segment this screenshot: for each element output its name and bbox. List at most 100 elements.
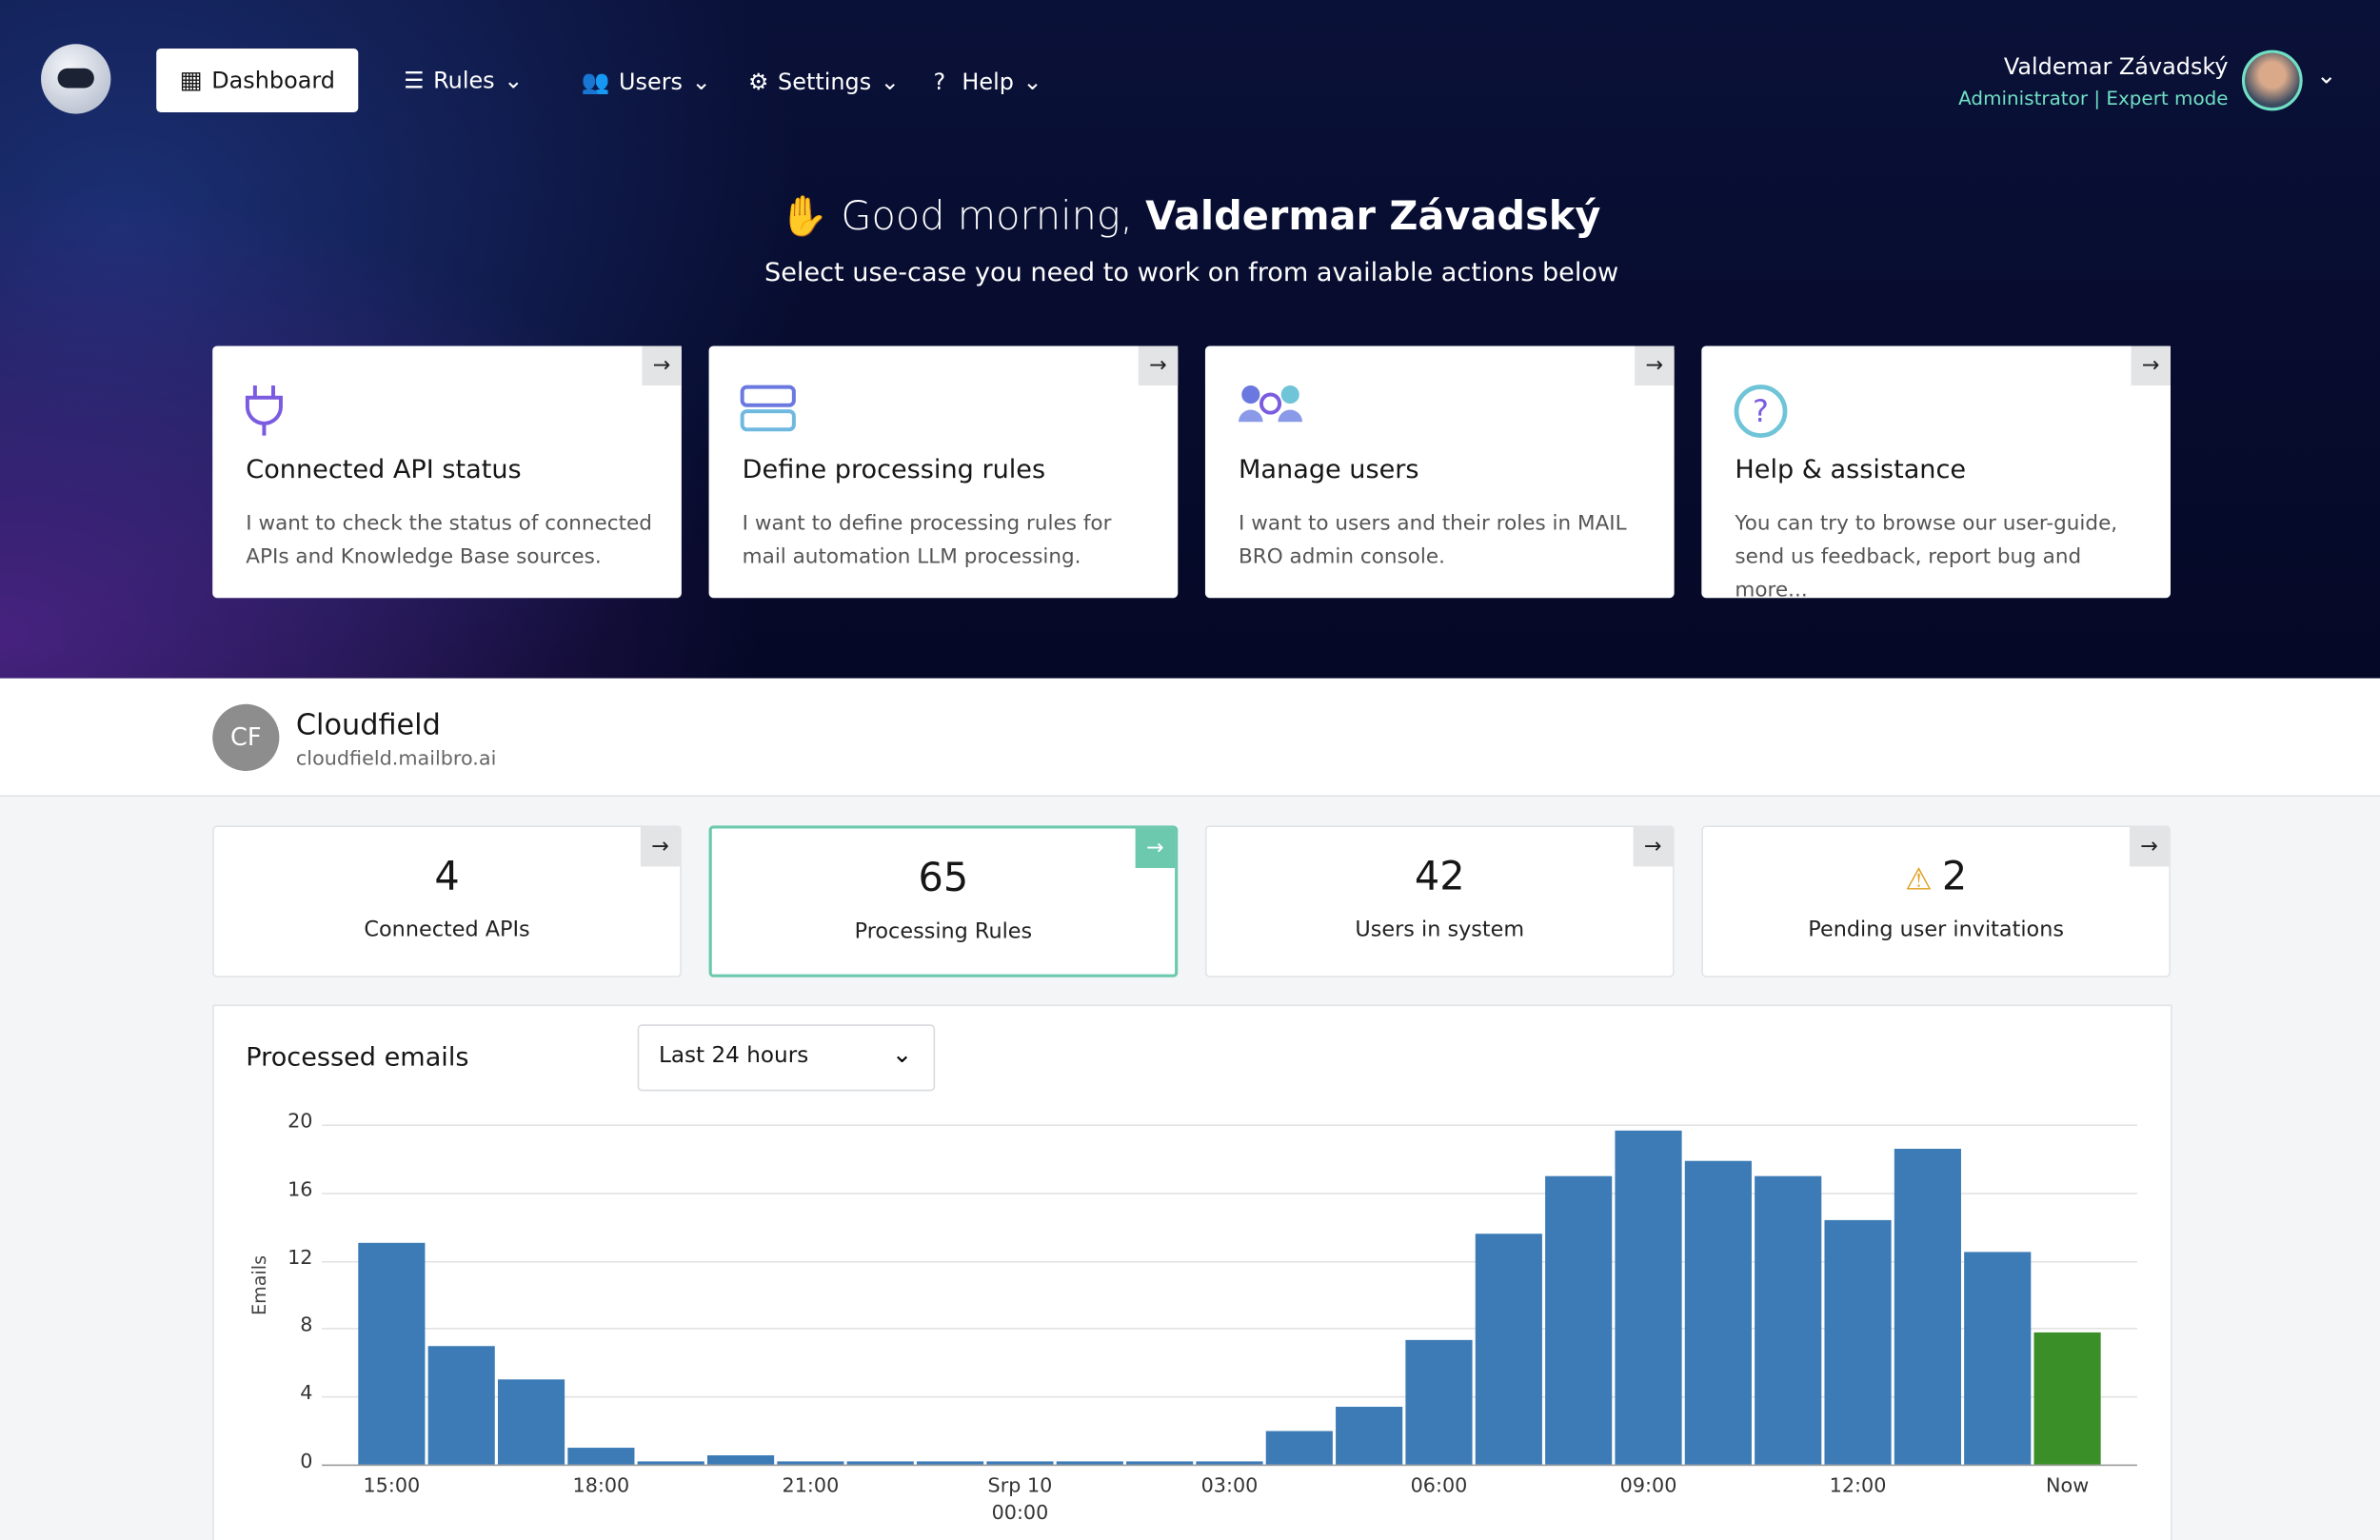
user-name: Valdemar Závadský xyxy=(2003,52,2229,81)
card-title: Define processing rules xyxy=(742,455,1046,486)
y-tick-label: 12 xyxy=(288,1246,313,1270)
bar[interactable] xyxy=(1545,1175,1613,1465)
bar[interactable] xyxy=(1336,1406,1403,1465)
bar[interactable] xyxy=(1615,1131,1682,1465)
stat-arrow: → xyxy=(2129,826,2170,867)
x-tick-label: 09:00 xyxy=(1619,1474,1677,1498)
bar[interactable] xyxy=(637,1461,704,1465)
nav-dashboard[interactable]: ▦ Dashboard xyxy=(156,49,359,112)
bar[interactable] xyxy=(1126,1461,1194,1465)
card-arrow: → xyxy=(1635,346,1675,385)
user-role: Administrator | Expert mode xyxy=(1958,86,2229,109)
bar[interactable] xyxy=(1475,1233,1542,1465)
x-tick-label: 12:00 xyxy=(1829,1474,1887,1498)
nav-settings[interactable]: ⚙ Settings ⌄ xyxy=(748,66,900,99)
bar[interactable] xyxy=(777,1461,844,1465)
stat-card[interactable]: 4 Connected APIs → xyxy=(212,825,682,977)
action-card[interactable]: Define processing rules I want to define … xyxy=(708,346,1179,599)
bar[interactable] xyxy=(1894,1148,1961,1465)
greeting-subtitle: Select use-case you need to work on from… xyxy=(764,258,1619,288)
bar[interactable] xyxy=(1824,1219,1892,1465)
action-card[interactable]: ? Help & assistance You can try to browse … xyxy=(1701,346,2171,602)
greeting-prefix: Good morning, xyxy=(841,194,1133,240)
stat-value: 42 xyxy=(1414,854,1465,900)
card-arrow: → xyxy=(2131,346,2171,385)
logo[interactable] xyxy=(41,44,111,114)
nav-users[interactable]: 👥 Users ⌄ xyxy=(582,66,711,99)
x-tick-label: Now xyxy=(2046,1474,2090,1498)
stat-label: Connected APIs xyxy=(364,918,530,943)
x-tick-label: 21:00 xyxy=(782,1474,840,1498)
bar[interactable] xyxy=(1196,1461,1263,1465)
nav-label: Users xyxy=(619,68,684,96)
bar[interactable] xyxy=(497,1379,565,1465)
y-tick-label: 8 xyxy=(300,1314,313,1338)
nav-label: Rules xyxy=(433,67,495,94)
y-tick-label: 16 xyxy=(288,1178,313,1202)
grid-line xyxy=(322,1396,2137,1398)
grid-line xyxy=(322,1328,2137,1331)
bar[interactable] xyxy=(1964,1252,2032,1465)
bar[interactable] xyxy=(2033,1332,2101,1465)
bar[interactable] xyxy=(846,1461,914,1465)
stat-arrow: → xyxy=(1135,828,1176,868)
action-card[interactable]: Connected API status I want to check the … xyxy=(212,346,682,599)
bar[interactable] xyxy=(706,1455,775,1465)
x-tick-label: 15:00 xyxy=(363,1474,421,1498)
bar[interactable] xyxy=(1405,1340,1473,1465)
y-tick-label: 0 xyxy=(300,1451,313,1474)
card-title: Manage users xyxy=(1239,455,1419,486)
nav-label: Help xyxy=(962,68,1014,96)
card-arrow: → xyxy=(642,346,682,385)
nav-label: Dashboard xyxy=(211,67,335,94)
x-tick-label: 18:00 xyxy=(572,1474,630,1498)
stat-label: Pending user invitations xyxy=(1808,918,2065,943)
user-chevron[interactable]: ⌄ xyxy=(2316,60,2337,90)
user-menu[interactable]: Valdemar Závadský Administrator | Expert… xyxy=(1958,53,2228,109)
stat-value: ⚠ 2 xyxy=(1905,854,1968,900)
bar[interactable] xyxy=(1755,1175,1822,1465)
card-text: I want to define processing rules for ma… xyxy=(742,511,1112,569)
stat-arrow: → xyxy=(640,826,681,867)
card-icon xyxy=(739,383,797,441)
nav-rules[interactable]: ☰ Rules ⌄ xyxy=(404,64,523,97)
bar[interactable] xyxy=(986,1461,1054,1465)
nav-label: Settings xyxy=(778,68,872,96)
org-name: Cloudfield xyxy=(295,708,441,742)
y-tick-label: 20 xyxy=(288,1111,313,1135)
bar[interactable] xyxy=(358,1243,426,1465)
bar[interactable] xyxy=(917,1461,984,1465)
bar[interactable] xyxy=(427,1345,495,1465)
bar[interactable] xyxy=(1056,1461,1123,1465)
stat-card[interactable]: 42 Users in system → xyxy=(1204,825,1675,977)
bar[interactable] xyxy=(1265,1430,1333,1465)
grid-line xyxy=(322,1124,2137,1127)
x-tick-label: 03:00 xyxy=(1200,1474,1259,1498)
range-select[interactable]: Last 24 hours ⌄ xyxy=(637,1024,936,1092)
bar[interactable] xyxy=(1684,1159,1752,1465)
stat-value: 4 xyxy=(434,854,460,900)
nav-help[interactable]: ? Help ⌄ xyxy=(934,66,1042,99)
y-tick-label: 4 xyxy=(300,1382,313,1406)
stat-card[interactable]: ⚠ 2 Pending user invitations → xyxy=(1701,825,2171,977)
card-text: You can try to browse our user-guide, se… xyxy=(1735,511,2118,602)
org-bar: CF Cloudfield cloudfield.mailbro.ai xyxy=(0,678,2380,798)
bar[interactable] xyxy=(567,1447,635,1465)
stat-card[interactable]: 65 Processing Rules → xyxy=(708,825,1179,977)
org-domain: cloudfield.mailbro.ai xyxy=(295,748,497,771)
grid-line xyxy=(322,1192,2137,1194)
card-icon xyxy=(1236,383,1305,441)
action-card[interactable]: Manage users I want to users and their ro… xyxy=(1204,346,1675,599)
stat-label: Processing Rules xyxy=(854,919,1033,944)
stat-label: Users in system xyxy=(1355,918,1525,943)
card-arrow: → xyxy=(1138,346,1179,385)
avatar[interactable] xyxy=(2241,49,2303,111)
svg-text:?: ? xyxy=(1753,393,1769,429)
x-tick-label: 06:00 xyxy=(1410,1474,1468,1498)
x-tick-label: Srp 10 00:00 xyxy=(987,1474,1053,1526)
grid-line xyxy=(322,1260,2137,1262)
card-title: Connected API status xyxy=(246,455,522,486)
org-avatar: CF xyxy=(212,703,280,771)
